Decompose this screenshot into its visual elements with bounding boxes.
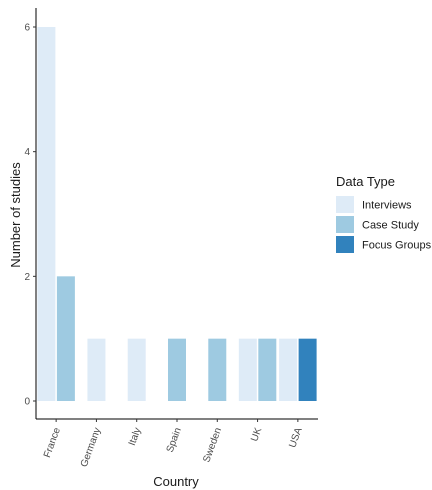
legend-swatch (336, 196, 354, 213)
x-tick-label: USA (287, 426, 304, 449)
bar-sweden-case-study (208, 338, 227, 401)
bar-spain-case-study (168, 338, 186, 401)
y-tick-label: 6 (24, 23, 30, 34)
legend-title: Data Type (336, 174, 395, 189)
bar-italy-interviews (127, 338, 146, 401)
legend-label: Focus Groups (362, 240, 432, 252)
x-tick-label: Sweden (201, 426, 224, 464)
y-axis-title: Number of studies (8, 162, 23, 268)
legend-label: Interviews (362, 200, 412, 212)
x-ticks-group: France Germany Italy Spain Sweden UK USA (42, 419, 305, 469)
x-tick-label: Spain (165, 426, 184, 454)
x-tick-label: France (42, 426, 63, 459)
x-tick-label: Germany (79, 426, 103, 468)
bar-usa-interviews (279, 338, 298, 401)
legend: Data Type Interviews Case Study Focus Grou… (336, 174, 432, 253)
bar-usa-focus-groups (298, 338, 317, 401)
x-axis-title: Country (153, 474, 199, 489)
x-tick-label: Italy (127, 426, 144, 447)
bar-france-interviews (37, 27, 56, 401)
y-ticks-group: 0 2 4 6 (24, 23, 36, 408)
x-tick-label: UK (249, 426, 264, 443)
bar-uk-case-study (258, 338, 277, 401)
bar-uk-interviews (238, 338, 257, 401)
y-tick-label: 0 (24, 397, 30, 408)
legend-label: Case Study (362, 220, 419, 232)
legend-swatch (336, 236, 354, 253)
legend-swatch (336, 216, 354, 233)
bar-france-case-study (56, 276, 75, 401)
y-tick-label: 2 (24, 272, 30, 283)
bar-germany-interviews (87, 338, 106, 401)
y-tick-label: 4 (24, 147, 30, 158)
bars-group (37, 27, 317, 401)
